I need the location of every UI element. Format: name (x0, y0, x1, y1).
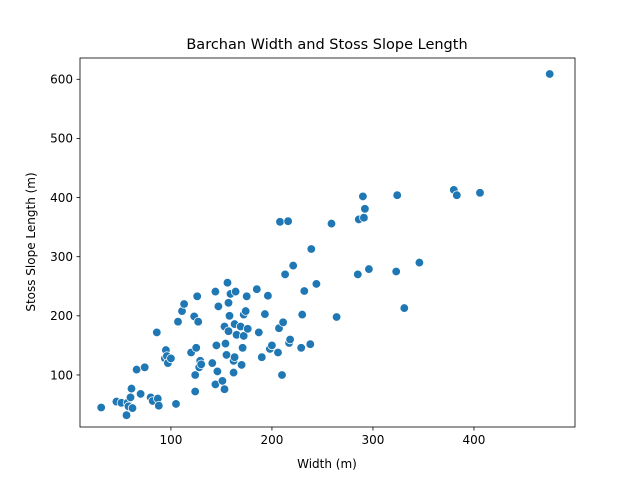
data-point-105 (545, 69, 555, 79)
data-point-77 (277, 370, 287, 380)
data-point-45 (219, 384, 230, 394)
data-point-30 (190, 370, 200, 380)
data-point-80 (283, 216, 293, 226)
data-point-12 (140, 362, 150, 372)
data-point-74 (273, 347, 283, 358)
data-point-22 (166, 353, 176, 364)
data-point-78 (278, 317, 288, 327)
data-point-38 (210, 286, 221, 297)
y-tick-label: 400 (50, 191, 73, 205)
data-point-43 (217, 376, 228, 386)
data-point-11 (135, 389, 146, 399)
data-point-79 (280, 269, 290, 280)
data-point-33 (193, 317, 203, 327)
data-point-104 (475, 188, 485, 198)
data-point-7 (125, 392, 136, 403)
data-point-94 (358, 191, 368, 202)
chart-title: Barchan Width and Stoss Slope Length (186, 37, 467, 53)
data-point-9 (127, 403, 138, 413)
data-point-55 (229, 352, 240, 362)
data-point-47 (221, 350, 232, 360)
data-point-91 (331, 312, 342, 322)
x-tick-label: 300 (362, 433, 385, 447)
data-point-70 (260, 309, 270, 319)
data-point-48 (222, 278, 233, 288)
data-point-8 (126, 383, 137, 394)
data-point-4 (121, 410, 132, 420)
data-point-51 (224, 311, 235, 321)
data-point-60 (236, 360, 247, 370)
data-point-89 (311, 279, 322, 289)
data-point-92 (353, 269, 363, 280)
data-point-88 (306, 244, 316, 254)
data-point-37 (207, 358, 217, 368)
data-point-100 (399, 303, 409, 313)
data-point-53 (228, 367, 239, 378)
plot-frame (79, 57, 576, 428)
data-point-17 (154, 401, 164, 411)
data-point-61 (237, 343, 248, 353)
data-point-95 (359, 213, 369, 223)
data-point-73 (267, 340, 277, 351)
y-tick-label: 100 (50, 368, 73, 382)
data-point-32 (192, 291, 202, 301)
x-axis-label: Width (m) (297, 457, 357, 471)
data-point-46 (220, 338, 231, 349)
data-point-98 (391, 266, 401, 277)
data-point-31 (191, 343, 201, 353)
data-point-65 (242, 291, 252, 301)
y-tick-label: 600 (50, 73, 73, 87)
data-point-64 (241, 306, 251, 316)
x-tick-label: 400 (463, 433, 486, 447)
data-point-49 (223, 298, 234, 308)
y-tick-label: 200 (50, 309, 73, 323)
data-point-63 (239, 331, 249, 341)
data-point-15 (152, 327, 162, 338)
data-point-96 (360, 204, 370, 214)
data-point-85 (297, 309, 307, 320)
y-axis-label: Stoss Slope Length (m) (24, 172, 38, 311)
y-tick-label: 300 (50, 250, 73, 264)
data-point-26 (179, 299, 189, 309)
data-point-36 (196, 359, 206, 369)
data-point-66 (243, 324, 253, 334)
data-point-103 (452, 190, 462, 200)
data-point-82 (285, 334, 295, 345)
data-point-86 (299, 286, 309, 296)
data-point-24 (173, 317, 183, 327)
data-point-1 (96, 402, 106, 413)
data-point-29 (190, 386, 200, 397)
data-point-41 (212, 366, 223, 377)
data-point-87 (305, 339, 315, 349)
data-point-99 (392, 190, 402, 200)
data-point-101 (414, 257, 425, 268)
data-point-97 (364, 264, 374, 274)
data-point-50 (223, 326, 234, 336)
ticks-layer: 100 200 300 400 100 200 300 400 500 600 (50, 73, 485, 447)
data-point-84 (296, 343, 306, 353)
y-tick-label: 500 (50, 132, 73, 146)
data-point-40 (211, 340, 222, 351)
data-point-76 (275, 217, 285, 227)
data-point-67 (252, 284, 262, 294)
data-point-10 (131, 364, 142, 375)
data-point-68 (254, 327, 264, 338)
data-point-23 (171, 399, 181, 409)
data-point-83 (288, 260, 298, 271)
x-tick-label: 100 (159, 433, 182, 447)
x-tick-label: 200 (260, 433, 283, 447)
data-point-42 (213, 301, 224, 312)
data-point-69 (257, 352, 267, 362)
data-point-71 (263, 291, 273, 301)
data-point-90 (326, 218, 337, 229)
points-layer (96, 69, 555, 420)
data-point-57 (230, 286, 241, 297)
